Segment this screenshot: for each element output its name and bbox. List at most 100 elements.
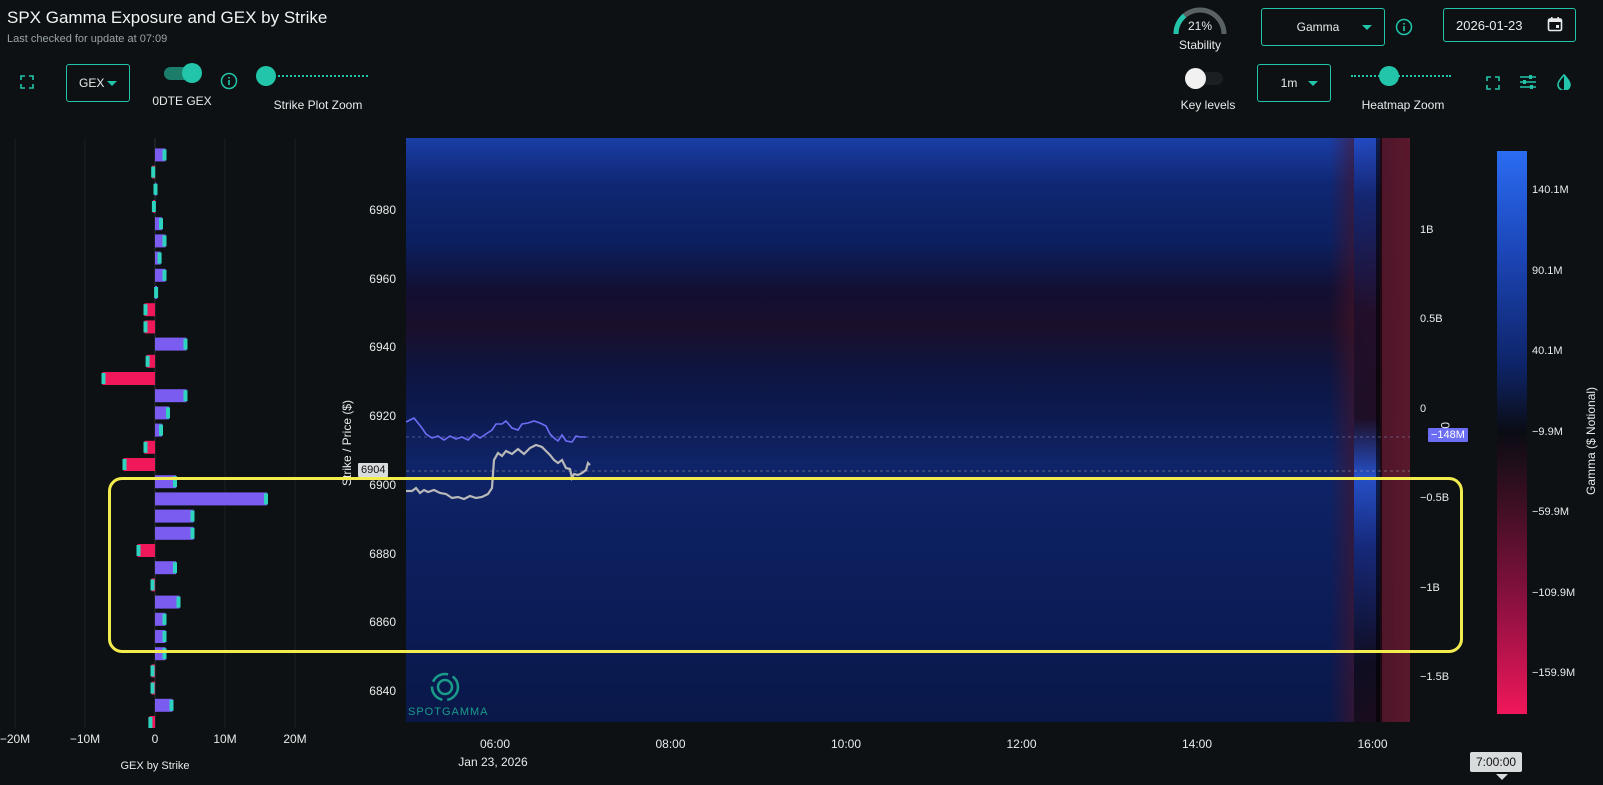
strike-gex-bar[interactable] [155,389,187,403]
strike-gex-bar[interactable] [123,458,156,471]
date-value: 2026-01-23 [1456,17,1523,33]
strike-bar-cap [150,579,155,591]
colorbar-tick: −159.9M [1532,667,1576,679]
expand-strike-icon[interactable] [16,71,38,93]
strike-bar-cap [159,424,163,436]
strike-gex-bar[interactable] [155,234,166,248]
strike-bar-cap [162,235,167,247]
strike-bar-cap [150,682,155,694]
interval-select[interactable]: 1m [1257,64,1331,102]
price-axis-tick: 6880 [369,546,396,561]
strike-gex-bar[interactable] [155,337,187,351]
strike-xaxis-tick: 0 [151,732,159,746]
heatmap-zoom-slider[interactable] [1351,66,1451,86]
time-cursor-tag: 7:00:00 [1470,752,1523,772]
strike-gex-bar[interactable] [155,268,166,282]
strike-bar-cap [264,493,268,505]
right-axis-partial-label: 0 [1438,422,1452,429]
calendar-icon[interactable] [1547,16,1563,35]
strike-bar-cap [157,252,162,264]
strike-gex-bar[interactable] [155,698,173,712]
time-axis-tick: 14:00 [1181,737,1213,751]
gamma-heatmap[interactable]: SPOTGAMMA [406,138,1410,722]
strike-bar-cap [150,665,155,677]
colorbar-tick: 40.1M [1532,345,1563,357]
price-axis-tick: 6960 [369,271,396,286]
page-title: SPX Gamma Exposure and GEX by Strike [7,8,328,27]
price-axis-tick: 6940 [369,340,396,355]
heatmap-zoom-knob[interactable] [1379,66,1399,86]
settings-sliders-icon[interactable] [1517,71,1539,93]
time-axis-tick: 16:00 [1357,737,1388,751]
strike-gex-bar[interactable] [155,647,166,661]
stability-label: Stability [1178,38,1222,52]
strike-gex-bar[interactable] [155,406,169,420]
colorbar-tick: 140.1M [1532,184,1569,196]
odte-label: 0DTE GEX [152,94,212,108]
strike-gex-bar[interactable] [155,595,180,609]
strike-zoom-label: Strike Plot Zoom [273,98,363,112]
strike-gex-bar[interactable] [155,526,194,540]
gex-strike-chart [14,138,296,728]
strike-gex-bar[interactable] [155,217,162,231]
date-picker[interactable]: 2026-01-23 [1443,8,1576,42]
stability-percent: 21% [1187,19,1213,33]
strike-chart-xlabel: GEX by Strike [120,760,190,772]
strike-gex-bar[interactable] [155,492,267,506]
gex-select[interactable]: GEX [66,64,130,102]
right-axis-tick: −1B [1420,581,1440,594]
strike-gex-bar[interactable] [155,561,176,575]
odte-toggle[interactable] [164,63,202,83]
strike-gex-bar[interactable] [155,612,166,626]
strike-gex-bar[interactable] [146,354,155,368]
strike-gex-bar[interactable] [155,148,166,162]
spx-price-line [406,443,591,501]
strike-zoom-slider[interactable] [256,66,368,86]
strike-gex-bar[interactable] [144,320,156,334]
chevron-down-icon [1308,80,1318,86]
time-axis-tick: 10:00 [830,737,862,751]
strike-bar-cap [176,596,181,608]
strike-xaxis-tick: 10M [213,732,237,746]
strike-gex-bar[interactable] [102,372,156,385]
strike-bar-cap [162,648,167,660]
gex-total-line [406,416,586,443]
gamma-colorbar [1497,151,1527,714]
contrast-icon[interactable] [1553,71,1575,93]
strike-gex-bar[interactable] [155,423,162,437]
price-axis-tick: 6900 [369,477,396,492]
strike-gex-bar[interactable] [144,440,156,454]
price-axis-tick: 6860 [369,615,396,630]
info-icon[interactable] [1393,16,1415,38]
strike-bar-cap [122,459,127,470]
strike-gex-bar[interactable] [155,630,166,643]
strike-bar-cap [183,338,188,350]
colorbar-tick: −59.9M [1532,506,1569,518]
spotgamma-logo-icon [428,670,462,709]
strike-xaxis-tick: −20M [0,732,31,746]
colorbar-label: Gamma ($ Notional) [1584,386,1598,495]
strike-bar-cap [143,441,148,453]
strike-xaxis-tick: 20M [283,732,307,746]
strike-bar-cap [154,287,159,298]
key-levels-toggle[interactable] [1185,68,1225,89]
highlight-box [108,477,1463,653]
strike-bar-cap [148,717,153,728]
strike-gex-bar[interactable] [155,509,194,523]
info-icon[interactable] [218,70,240,92]
stability-gauge: 21% [1172,4,1228,36]
time-axis-tick: 08:00 [655,737,686,751]
strike-gex-bar[interactable] [144,303,156,317]
strike-bar-cap [162,269,167,281]
strike-bar-cap [145,355,150,367]
fullscreen-icon[interactable] [1482,72,1504,94]
price-axis-tick: 6980 [369,203,396,217]
strike-bar-cap [166,407,170,419]
gex-select-value: GEX [79,76,105,90]
gamma-select[interactable]: Gamma [1261,8,1385,46]
strike-bar-cap [183,390,188,402]
right-axis-tick: 0.5B [1420,313,1443,326]
strike-gex-bar[interactable] [137,544,156,557]
strike-zoom-knob[interactable] [256,66,276,86]
key-levels-label: Key levels [1180,98,1236,112]
